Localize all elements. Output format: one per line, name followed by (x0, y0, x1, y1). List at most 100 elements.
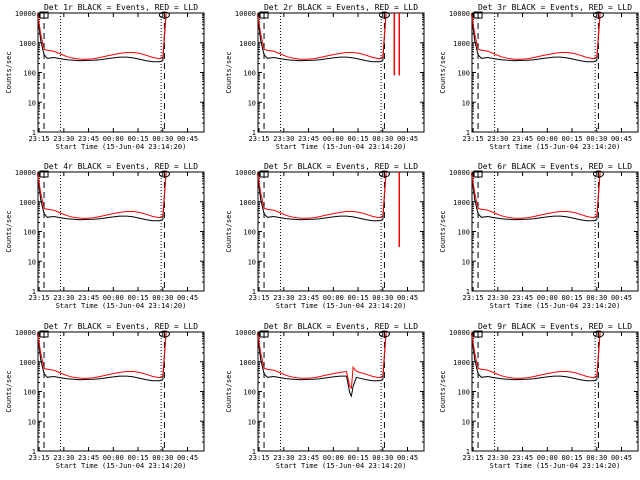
x-tick-label: 00:30 (152, 294, 173, 302)
x-tick-label: 23:30 (273, 135, 294, 143)
plot-frame (257, 331, 425, 452)
saa-marker-icon (592, 11, 604, 19)
x-tick-label: 00:00 (323, 454, 344, 462)
detector-panel: Det 4r BLACK = Events, RED = LLD 1 10 100 10… (5, 162, 205, 310)
y-tick-label: 10000 (15, 10, 36, 18)
x-tick-label: 00:45 (397, 294, 418, 302)
x-tick-label: 23:45 (78, 294, 99, 302)
y-tick-label: 10000 (235, 10, 256, 18)
x-tick-label: 23:45 (78, 135, 99, 143)
y-tick-label: 1 (466, 129, 470, 137)
x-tick-label: 23:30 (487, 454, 508, 462)
saa-marker-icon (39, 11, 49, 19)
lld-series-line (257, 331, 387, 390)
y-tick-label: 1 (32, 448, 36, 456)
y-tick-label: 100 (457, 229, 470, 237)
lld-series-line (257, 171, 387, 219)
x-tick-label: 00:00 (537, 135, 558, 143)
x-tick-label: 23:15 (249, 294, 270, 302)
x-tick-label: 00:15 (348, 454, 369, 462)
y-tick-label: 100 (23, 70, 36, 78)
panel-title: Det 4r BLACK = Events, RED = LLD (44, 162, 198, 171)
detector-panel: Det 3r BLACK = Events, RED = LLD 1 10 100 10… (439, 3, 639, 151)
lld-series-line (37, 12, 167, 60)
saa-marker-icon (378, 170, 390, 178)
panel-title: Det 8r BLACK = Events, RED = LLD (264, 322, 418, 331)
y-tick-label: 1 (466, 448, 470, 456)
y-tick-label: 1000 (453, 199, 470, 207)
x-axis-label: Start Time (15-Jun-04 23:14:20) (490, 143, 621, 151)
detector-panel: Det 1r BLACK = Events, RED = LLD 1 10 100 10… (5, 3, 205, 151)
x-tick-label: 00:15 (128, 454, 149, 462)
x-tick-label: 00:15 (128, 135, 149, 143)
x-tick-label: 00:45 (397, 135, 418, 143)
x-tick-label: 00:15 (348, 294, 369, 302)
x-axis-label: Start Time (15-Jun-04 23:14:20) (56, 462, 187, 470)
x-tick-label: 23:15 (463, 294, 484, 302)
y-axis-label: Counts/sec (225, 51, 233, 93)
panel-title: Det 9r BLACK = Events, RED = LLD (478, 322, 632, 331)
x-tick-label: 00:15 (562, 454, 583, 462)
lld-series-line (257, 12, 387, 60)
y-tick-label: 10000 (15, 169, 36, 177)
x-tick-label: 00:30 (372, 454, 393, 462)
saa-marker-icon (158, 330, 170, 338)
y-tick-label: 1000 (239, 199, 256, 207)
x-tick-label: 23:45 (512, 135, 533, 143)
x-tick-label: 23:15 (29, 294, 50, 302)
x-tick-label: 23:15 (463, 135, 484, 143)
x-tick-label: 23:30 (53, 135, 74, 143)
y-tick-label: 1 (252, 448, 256, 456)
plot-frame (471, 171, 639, 292)
events-series-line (257, 12, 387, 63)
x-tick-label: 00:30 (586, 294, 607, 302)
detector-panel: Det 7r BLACK = Events, RED = LLD 1 10 100 10… (5, 322, 205, 470)
y-tick-label: 100 (457, 70, 470, 78)
x-tick-label: 00:30 (586, 135, 607, 143)
y-tick-label: 1 (32, 129, 36, 137)
x-tick-label: 00:30 (152, 454, 173, 462)
events-series-line (37, 12, 167, 63)
x-tick-label: 00:30 (372, 294, 393, 302)
x-tick-label: 23:15 (249, 454, 270, 462)
y-tick-label: 10 (28, 418, 36, 426)
panel-title: Det 2r BLACK = Events, RED = LLD (264, 3, 418, 12)
y-tick-label: 10000 (15, 329, 36, 337)
y-axis-label: Counts/sec (225, 210, 233, 252)
x-tick-label: 23:45 (512, 294, 533, 302)
y-tick-label: 1 (252, 288, 256, 296)
y-axis-label: Counts/sec (5, 210, 13, 252)
y-axis-label: Counts/sec (225, 370, 233, 412)
y-tick-label: 1 (252, 129, 256, 137)
x-axis-label: Start Time (15-Jun-04 23:14:20) (276, 462, 407, 470)
y-tick-label: 100 (23, 389, 36, 397)
x-axis-label: Start Time (15-Jun-04 23:14:20) (490, 302, 621, 310)
x-tick-label: 23:45 (298, 294, 319, 302)
x-tick-label: 23:30 (53, 294, 74, 302)
y-axis-label: Counts/sec (439, 210, 447, 252)
x-axis-label: Start Time (15-Jun-04 23:14:20) (276, 143, 407, 151)
saa-marker-icon (39, 330, 49, 338)
events-series-line (471, 331, 601, 382)
x-tick-label: 00:45 (611, 454, 632, 462)
saa-marker-icon (378, 330, 390, 338)
panel-title: Det 5r BLACK = Events, RED = LLD (264, 162, 418, 171)
y-axis-label: Counts/sec (5, 370, 13, 412)
x-tick-label: 23:30 (273, 294, 294, 302)
x-tick-label: 23:30 (487, 294, 508, 302)
y-axis-label: Counts/sec (439, 51, 447, 93)
plot-frame (471, 331, 639, 452)
detector-panel: Det 2r BLACK = Events, RED = LLD 1 10 100 10… (225, 3, 425, 151)
x-tick-label: 00:15 (348, 135, 369, 143)
saa-marker-icon (259, 170, 269, 178)
detector-panel: Det 8r BLACK = Events, RED = LLD 1 10 100 10… (225, 322, 425, 470)
x-tick-label: 00:15 (562, 135, 583, 143)
panel-title: Det 7r BLACK = Events, RED = LLD (44, 322, 198, 331)
x-axis-label: Start Time (15-Jun-04 23:14:20) (276, 302, 407, 310)
lld-series-line (37, 171, 167, 219)
saa-marker-icon (473, 330, 483, 338)
x-tick-label: 00:45 (177, 135, 198, 143)
y-tick-label: 100 (243, 229, 256, 237)
plot-frame (37, 12, 205, 133)
